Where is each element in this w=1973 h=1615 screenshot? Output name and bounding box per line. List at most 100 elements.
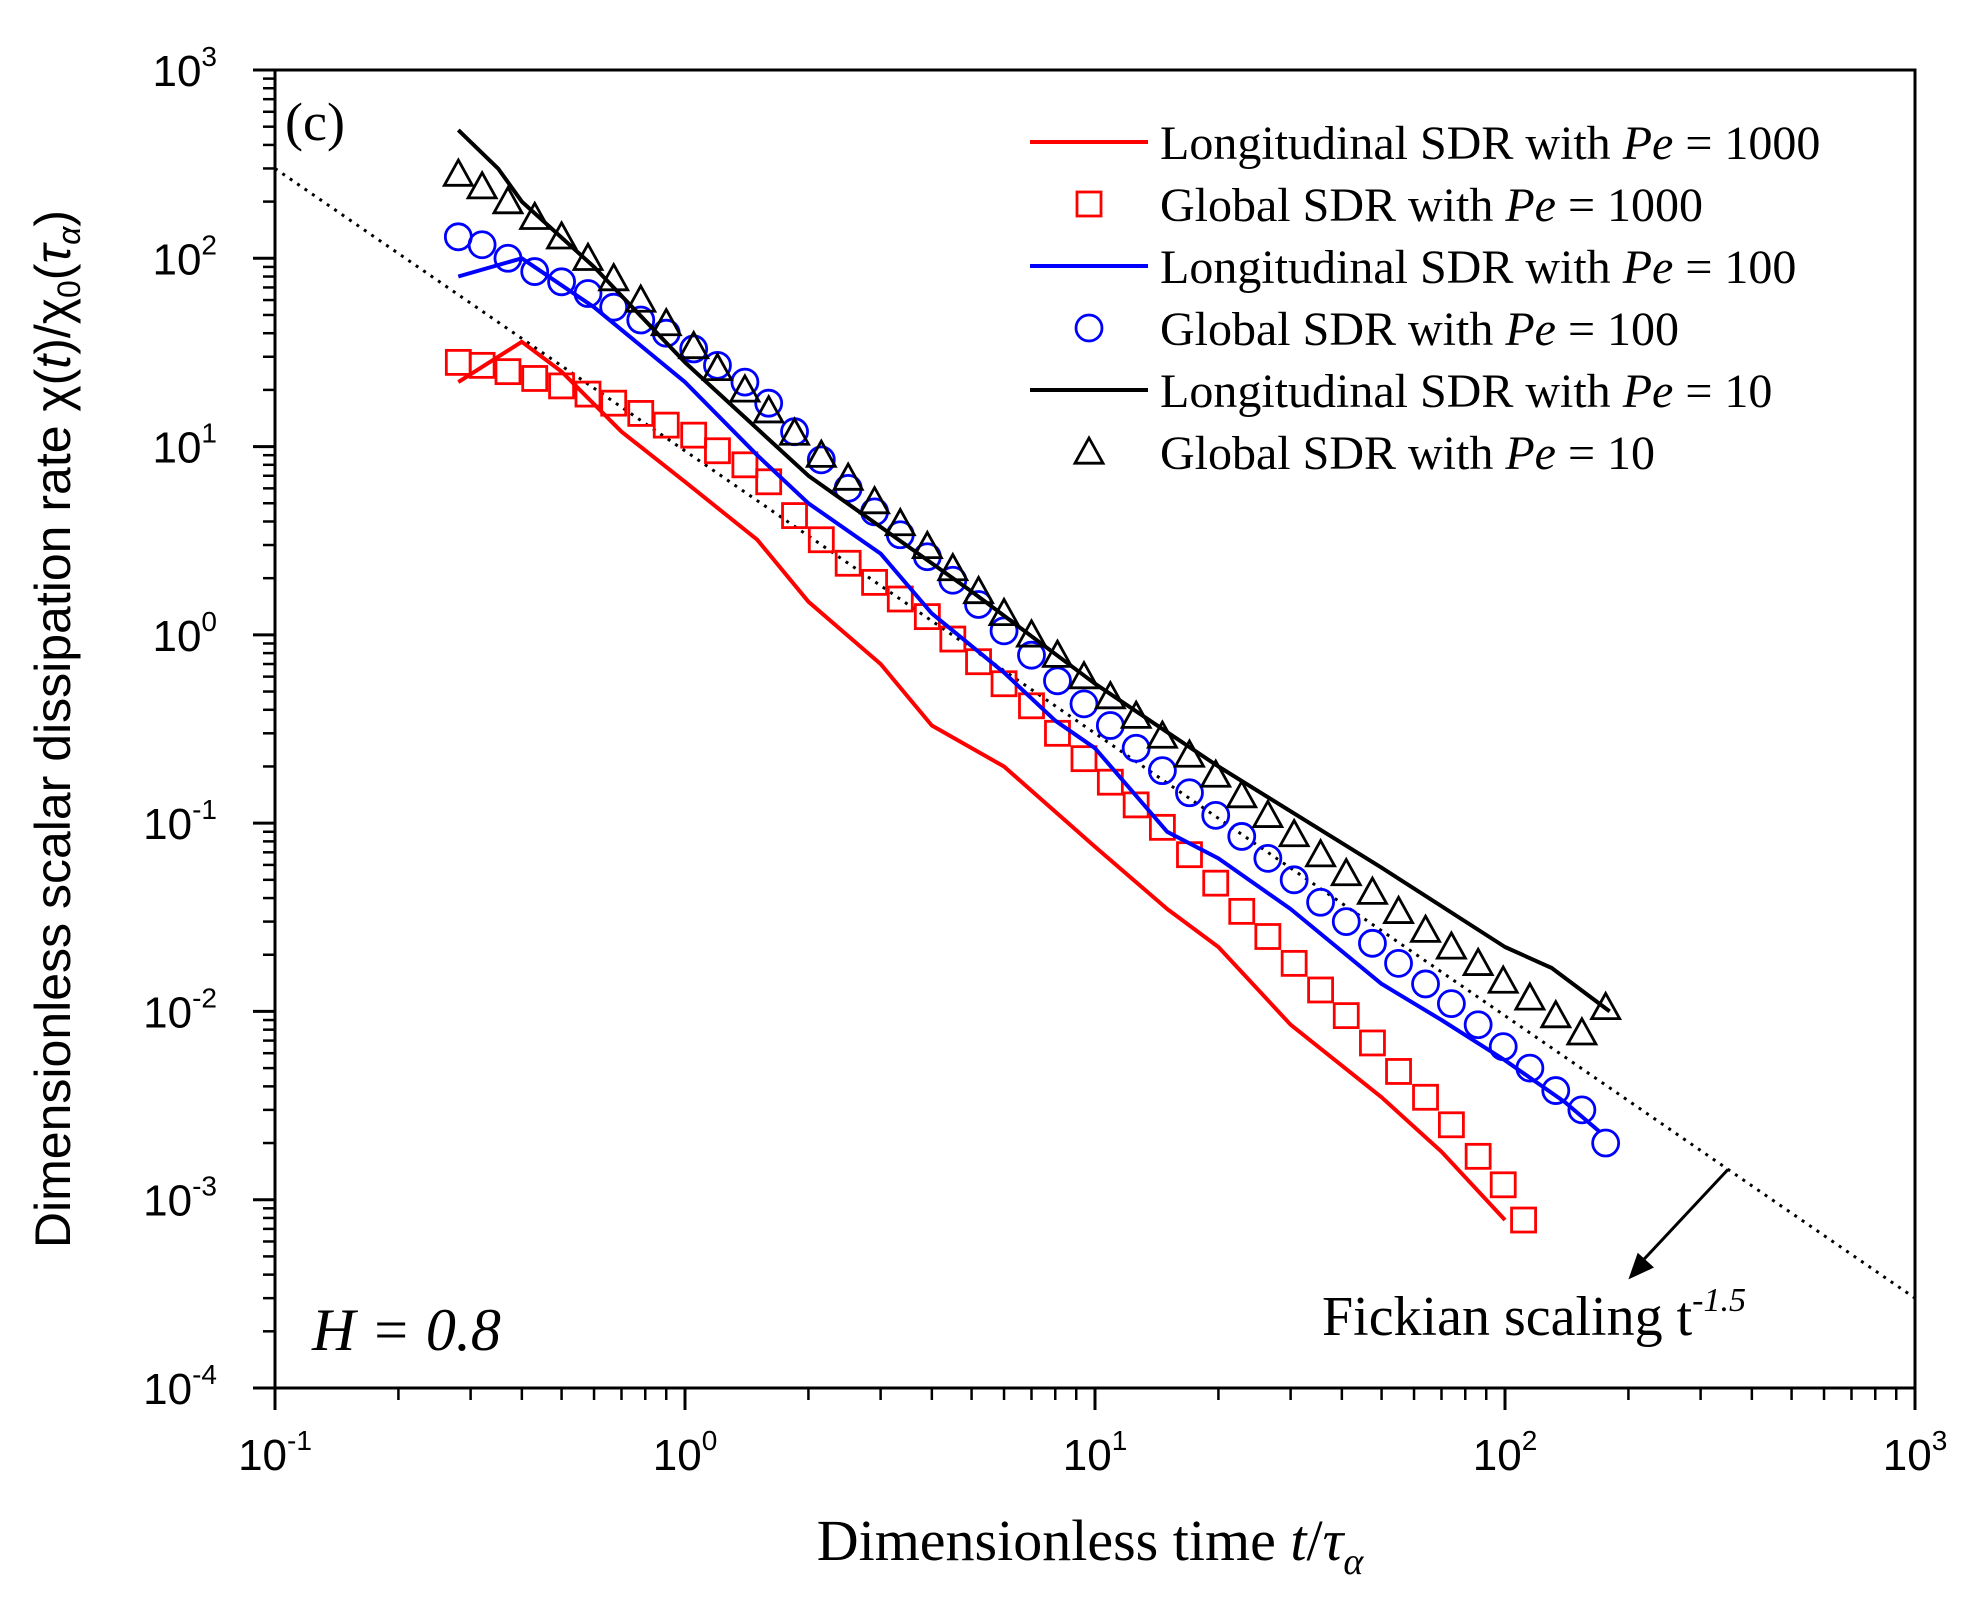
global-sdr-pe-1000-point xyxy=(781,502,808,529)
ticks-layer: 10-1 100 101 102 10310-410-310-210-110010110… xyxy=(143,41,1947,1480)
global-sdr-pe-10-point xyxy=(1146,719,1179,749)
global-sdr-pe-10-point xyxy=(1356,875,1389,905)
global-sdr-pe-100-point xyxy=(1331,907,1361,936)
global-sdr-pe-10-point xyxy=(1513,981,1547,1011)
global-sdr-pe-1000-point xyxy=(755,468,783,496)
legend-label: Global SDR with Pe = 100 xyxy=(1160,303,1679,356)
legend-label-part: = 100 xyxy=(1673,241,1796,294)
legend-swatch-marker-pe-1000 xyxy=(1075,190,1103,218)
global-sdr-pe-10-point xyxy=(962,574,995,605)
legend-label: Longitudinal SDR with Pe = 100 xyxy=(1160,241,1796,294)
legend-label-part: Global SDR with xyxy=(1160,427,1505,480)
legend-label-part: Longitudinal SDR with xyxy=(1160,365,1623,418)
legend-label-part: Pe xyxy=(1504,179,1556,232)
global-sdr-pe-10-point xyxy=(858,484,891,515)
y-tick-exponent: -3 xyxy=(192,1171,217,1202)
global-sdr-pe-100-point xyxy=(1411,969,1440,999)
series-layer xyxy=(441,128,1623,1234)
legend-label-part: Global SDR with xyxy=(1160,303,1505,356)
legend-label: Global SDR with Pe = 10 xyxy=(1160,427,1655,480)
global-sdr-pe-10-point xyxy=(1304,837,1337,868)
x-tick-exponent: 1 xyxy=(1112,1425,1128,1456)
global-sdr-pe-10-point xyxy=(1565,1015,1599,1046)
global-sdr-pe-1000-point xyxy=(1359,1029,1386,1057)
global-sdr-pe-1000-point xyxy=(704,437,731,465)
x-tick-exponent: 3 xyxy=(1932,1425,1948,1456)
global-sdr-pe-100-point xyxy=(1201,800,1231,830)
global-sdr-pe-10-point xyxy=(1277,817,1311,848)
legend-swatch-marker-pe-10 xyxy=(1072,435,1106,465)
global-sdr-pe-10-point xyxy=(752,393,786,424)
legend-swatch-marker-pe-100 xyxy=(1074,313,1104,343)
y-tick-label: 103 xyxy=(152,41,217,96)
global-sdr-pe-100-point xyxy=(599,292,629,322)
global-sdr-pe-1000-point xyxy=(807,526,835,554)
y-tick-exponent: 1 xyxy=(201,418,217,449)
global-sdr-pe-10-point xyxy=(545,219,578,250)
global-sdr-pe-100-point xyxy=(806,445,836,475)
global-sdr-pe-10-point xyxy=(728,373,762,403)
global-sdr-pe-1000-point xyxy=(886,585,914,613)
x-axis-title: Dimensionless time t/τα xyxy=(817,1508,1365,1583)
panel-label: (c) xyxy=(285,92,345,152)
global-sdr-pe-1000-point xyxy=(1385,1058,1412,1085)
global-sdr-pe-1000-point xyxy=(834,549,862,577)
global-sdr-pe-10-point xyxy=(1382,894,1415,924)
legend-label-part: = 100 xyxy=(1556,303,1679,356)
global-sdr-pe-1000-point xyxy=(1510,1206,1537,1234)
global-sdr-pe-10-point xyxy=(1329,856,1363,887)
global-sdr-pe-10-point xyxy=(1093,679,1127,710)
global-sdr-pe-10-point xyxy=(1251,798,1285,828)
y-axis-title: Dimensionless scalar dissipation rate χ(… xyxy=(25,210,87,1248)
global-sdr-pe-100-point xyxy=(573,279,603,308)
global-sdr-pe-1000-point xyxy=(1254,923,1282,950)
legend-label-part: Longitudinal SDR with xyxy=(1160,117,1623,170)
global-sdr-pe-10-point xyxy=(1173,738,1206,768)
legend-label-part: Pe xyxy=(1504,303,1556,356)
global-sdr-pe-100-point xyxy=(1591,1128,1621,1158)
global-sdr-pe-1000-point xyxy=(1228,897,1256,925)
global-sdr-pe-10-point xyxy=(491,184,525,215)
legend-label-part: Pe xyxy=(1622,241,1674,294)
global-sdr-pe-10-point xyxy=(677,329,711,360)
global-sdr-pe-1000-point xyxy=(652,411,680,439)
y-tick-exponent: 3 xyxy=(201,41,217,72)
global-sdr-pe-1000-point xyxy=(521,365,549,392)
legend-label-part: = 1000 xyxy=(1556,179,1703,232)
global-sdr-pe-100-point xyxy=(1488,1032,1518,1062)
global-sdr-pe-10-point xyxy=(1539,998,1573,1029)
global-sdr-pe-1000-point xyxy=(1307,976,1334,1004)
global-sdr-pe-10-point xyxy=(518,200,552,230)
legend-label: Longitudinal SDR with Pe = 10 xyxy=(1160,365,1772,418)
global-sdr-pe-100-point xyxy=(467,230,497,260)
global-sdr-pe-10-point xyxy=(701,351,734,382)
svg-text:Fickian scaling t-1.5: Fickian scaling t-1.5 xyxy=(1322,1282,1746,1348)
y-tick-exponent: 0 xyxy=(201,606,217,637)
x-tick-exponent: -1 xyxy=(287,1425,312,1456)
global-sdr-pe-10-point xyxy=(649,306,683,337)
global-sdr-pe-10-point xyxy=(1041,638,1074,668)
global-sdr-pe-1000-point xyxy=(600,389,628,417)
fickian-label-text: Fickian scaling t xyxy=(1322,1286,1693,1348)
global-sdr-pe-10-point xyxy=(624,283,658,313)
global-sdr-pe-1000-point xyxy=(913,603,941,631)
global-sdr-pe-1000-point xyxy=(1202,869,1230,897)
global-sdr-pe-10-point xyxy=(1067,659,1101,690)
global-sdr-pe-1000-point xyxy=(1332,1002,1360,1030)
global-sdr-pe-1000-point xyxy=(1070,745,1098,773)
legend-label-part: Pe xyxy=(1504,427,1556,480)
global-sdr-pe-100-point xyxy=(1227,822,1257,851)
global-sdr-pe-10-point xyxy=(441,157,475,187)
h-annotation: H = 0.8 xyxy=(311,1297,501,1363)
global-sdr-pe-100-point xyxy=(1147,756,1177,786)
global-sdr-pe-10-point xyxy=(883,506,917,537)
y-tick-label: 100 xyxy=(152,606,217,661)
global-sdr-pe-1000-point xyxy=(1280,949,1308,977)
global-sdr-pe-100-point xyxy=(547,267,576,297)
global-sdr-pe-100-point xyxy=(1463,1010,1493,1040)
global-sdr-pe-100-point xyxy=(1541,1076,1571,1105)
global-sdr-pe-100-point xyxy=(1515,1053,1545,1083)
y-tick-exponent: -4 xyxy=(192,1359,217,1390)
